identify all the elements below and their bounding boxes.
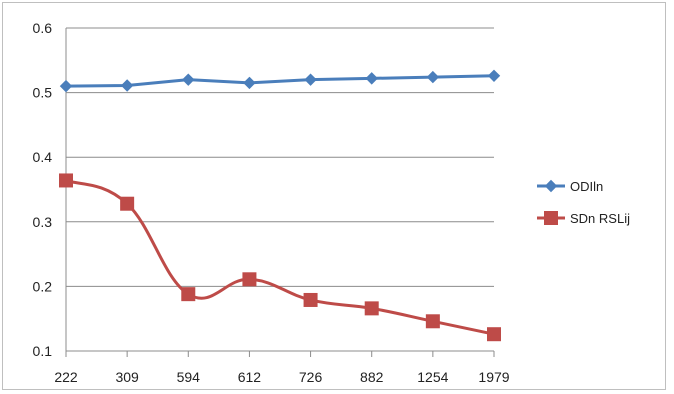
data-point-1	[364, 301, 379, 316]
x-tick-label: 1979	[478, 369, 509, 385]
data-point-0	[487, 69, 501, 83]
y-tick-label: 0.1	[33, 343, 53, 359]
legend-label: ODIln	[570, 179, 603, 194]
data-point-0	[120, 79, 134, 92]
data-point-1	[303, 292, 318, 307]
data-point-1	[59, 173, 73, 188]
y-tick-label: 0.4	[33, 149, 53, 165]
x-tick-label: 1254	[417, 369, 448, 385]
data-point-1	[487, 327, 501, 342]
data-point-1	[181, 287, 196, 302]
x-tick-label: 309	[115, 369, 139, 385]
data-point-1	[425, 314, 440, 329]
series	[59, 69, 501, 342]
data-point-0	[182, 73, 195, 86]
x-tick-label: 594	[177, 369, 201, 385]
data-point-0	[426, 70, 440, 84]
y-tick-label: 0.5	[33, 85, 53, 101]
data-point-1	[242, 272, 257, 287]
legend-marker	[544, 179, 558, 193]
y-tick-label: 0.2	[33, 278, 53, 294]
x-tick-label: 612	[238, 369, 262, 385]
y-tick-label: 0.6	[33, 20, 53, 36]
data-point-0	[243, 76, 256, 90]
legend-label: SDn RSLij	[570, 211, 630, 226]
legend: ODIln SDn RSLij	[537, 179, 630, 226]
grid	[66, 27, 494, 352]
data-point-0	[59, 79, 73, 93]
data-point-0	[304, 73, 317, 86]
x-tick-label: 882	[360, 369, 384, 385]
x-tick-label: 222	[54, 369, 78, 385]
data-point-0	[365, 72, 378, 85]
series-line-0	[64, 74, 496, 88]
chart-frame	[2, 2, 666, 390]
axes: 0.1 0.2 0.3 0.4 0.5 0.6 222 309 594 612 726 882 1254…	[33, 20, 510, 385]
x-tick-label: 726	[299, 369, 323, 385]
data-point-1	[120, 196, 135, 211]
y-tick-label: 0.3	[33, 214, 53, 230]
legend-marker	[544, 211, 558, 225]
